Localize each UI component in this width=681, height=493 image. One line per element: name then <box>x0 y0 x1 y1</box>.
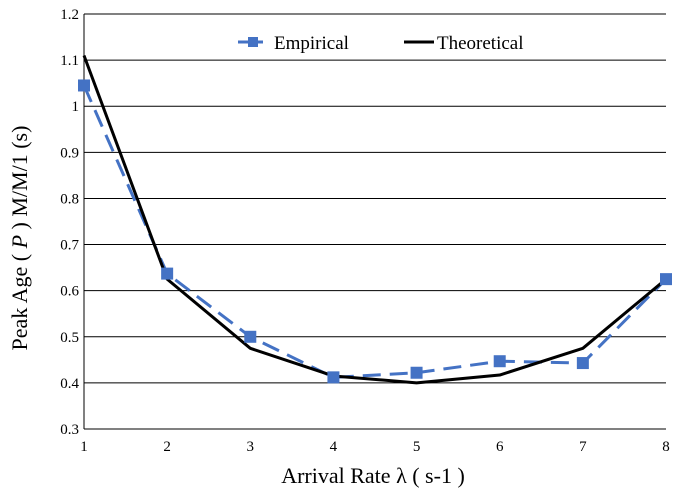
empirical-point <box>161 267 174 280</box>
legend-item-theoretical: Theoretical <box>404 33 524 54</box>
legend-label-theoretical: Theoretical <box>437 33 524 54</box>
empirical-point <box>410 366 423 379</box>
x-tick-label: 7 <box>579 439 587 455</box>
y-tick-label: 1.1 <box>60 53 79 69</box>
y-tick-label: 1 <box>72 99 80 115</box>
y-tick-label: 0.6 <box>60 284 79 300</box>
x-tick-label: 4 <box>330 439 338 455</box>
empirical-point <box>78 79 90 92</box>
y-tick-label: 0.4 <box>60 376 79 392</box>
x-tick-label: 5 <box>413 439 421 455</box>
y-tick-label: 0.5 <box>60 330 79 346</box>
x-axis-ticks: 1 2 3 4 5 6 7 8 <box>80 439 670 455</box>
x-axis-title: Arrival Rate λ ( s-1 ) <box>281 463 465 488</box>
x-tick-label: 3 <box>247 439 255 455</box>
y-axis-title-suffix: ) M/M/1 (s) <box>7 126 32 235</box>
legend-label-empirical: Empirical <box>274 33 349 54</box>
legend-marker-empirical <box>248 37 258 47</box>
legend: Empirical Theoretical <box>238 33 524 54</box>
series-line-empirical <box>82 84 668 379</box>
series-layer <box>78 54 672 385</box>
y-tick-label: 0.8 <box>60 191 79 207</box>
legend-item-empirical: Empirical <box>238 33 349 54</box>
y-axis-title-prefix: Peak Age ( <box>7 248 32 350</box>
x-tick-label: 6 <box>496 439 504 455</box>
empirical-point <box>493 355 506 368</box>
y-tick-label: 0.7 <box>60 238 79 254</box>
empirical-point <box>327 371 340 384</box>
x-tick-label: 2 <box>163 439 171 455</box>
y-tick-label: 1.2 <box>60 7 79 23</box>
empirical-point <box>244 330 257 343</box>
y-axis-title: Peak Age ( P ) M/M/1 (s) <box>7 126 32 351</box>
y-tick-label: 0.9 <box>60 145 79 161</box>
x-tick-label: 8 <box>662 439 670 455</box>
y-axis-title-italic: P <box>7 235 32 249</box>
empirical-point <box>660 273 672 286</box>
x-tick-label: 1 <box>80 439 88 455</box>
series-line-theoretical <box>82 54 667 385</box>
y-tick-label: 0.3 <box>60 422 79 438</box>
empirical-point <box>576 357 589 370</box>
y-axis-ticks: 0.3 0.4 0.5 0.6 0.7 0.8 0.9 1 1.1 1.2 <box>60 7 79 438</box>
